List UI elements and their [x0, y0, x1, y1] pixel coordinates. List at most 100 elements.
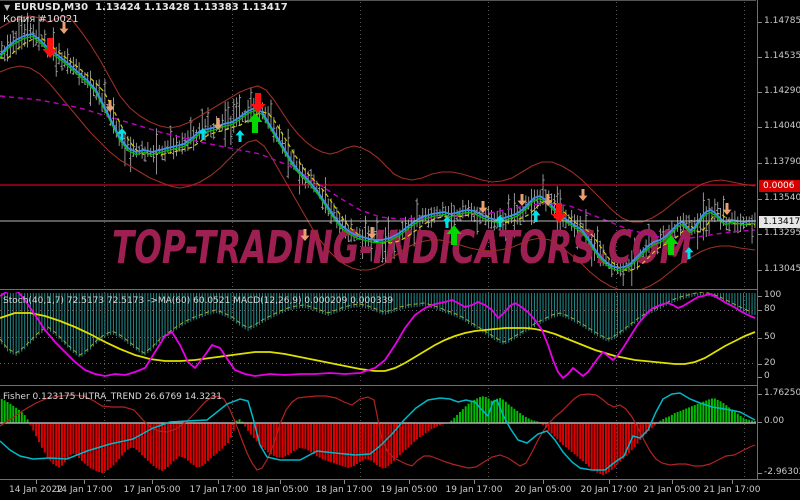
- time-tick: [474, 480, 475, 484]
- axis-price-label: 1.14040: [764, 121, 800, 131]
- macd-signal-dashed-line: [0, 292, 753, 356]
- axis-price-label: 100: [764, 290, 782, 300]
- time-axis-label: 18 Jan 05:00: [251, 485, 309, 495]
- sell-signal-arrow-icon: [517, 194, 527, 206]
- time-axis-label: 14 Jan 17:00: [55, 485, 113, 495]
- time-tick: [732, 480, 733, 484]
- stoch-main-magenta-line: [0, 292, 756, 380]
- time-tick: [609, 480, 610, 484]
- bollinger-lower-line: [0, 65, 756, 289]
- sell-signal-arrow-icon: [578, 189, 588, 201]
- sell-signal-arrow-icon: [478, 201, 488, 213]
- ohlc-quote-label: 1.13424 1.13428 1.13383 1.13417: [95, 2, 288, 13]
- axis-price-label: 0: [764, 371, 770, 381]
- time-axis-label: 21 Jan 17:00: [703, 485, 761, 495]
- time-tick: [280, 480, 281, 484]
- time-axis-label: 17 Jan 05:00: [123, 485, 181, 495]
- axis-price-label: 80: [764, 304, 776, 314]
- fisher-ultratrend-panel[interactable]: Fisher 0.123175 ULTRA_TREND 26.6769 14.3…: [0, 388, 756, 477]
- panel-separator-1[interactable]: [0, 289, 757, 290]
- axis-tick: [758, 394, 762, 395]
- symbol-timeframe-label: EURUSD,M30: [14, 2, 89, 13]
- time-axis-label: 19 Jan 05:00: [380, 485, 438, 495]
- stoch-macd-panel[interactable]: Stoch(40,1,7) 72.5173 72.5173 ->MA(60) 6…: [0, 290, 756, 384]
- buy-signal-arrow-icon: [684, 247, 694, 259]
- time-axis-label: 19 Jan 17:00: [445, 485, 503, 495]
- buy-signal-arrow-icon: [495, 215, 505, 227]
- buy-signal-arrow-icon: [442, 216, 452, 228]
- axis-tick: [758, 270, 762, 271]
- axis-tick: [758, 57, 762, 58]
- big-sell-arrow-icon: [250, 93, 266, 113]
- ultra-trend-red-line: [0, 393, 756, 471]
- time-axis-label: 20 Jan 05:00: [514, 485, 572, 495]
- time-tick: [218, 480, 219, 484]
- bollinger-upper-line: [0, 15, 756, 223]
- axis-tick: [758, 338, 762, 339]
- watermark-text: TOP-TRADING-INDICATORS.COM: [112, 221, 692, 274]
- current-price-badge: 1.13417: [759, 216, 800, 228]
- sell-signal-arrow-icon: [367, 227, 377, 239]
- symbol-dropdown-icon[interactable]: ▼: [4, 3, 11, 12]
- buy-signal-arrow-icon: [531, 210, 541, 222]
- time-tick: [152, 480, 153, 484]
- macd-histogram: [1, 293, 756, 358]
- panel-separator-2[interactable]: [0, 385, 757, 386]
- time-axis-label: 20 Jan 17:00: [580, 485, 638, 495]
- big-sell-arrow-icon: [551, 203, 567, 223]
- sell-signal-arrow-icon: [105, 100, 115, 112]
- sell-signal-arrow-icon: [543, 194, 553, 206]
- stoch-ma-yellow-line: [0, 312, 756, 372]
- sell-signal-arrow-icon: [722, 203, 732, 215]
- axis-price-label: 1.13790: [764, 157, 800, 167]
- alert-level-badge: 0.0006: [759, 180, 800, 192]
- time-axis[interactable]: 14 Jan 2022 14 Jan 17:00 17 Jan 05:00 17 Ja…: [0, 479, 800, 500]
- big-buy-arrow-icon: [247, 113, 263, 133]
- axis-tick: [758, 296, 762, 297]
- axis-tick: [758, 199, 762, 200]
- stoch-panel-label: Stoch(40,1,7) 72.5173 72.5173 ->MA(60) 6…: [3, 296, 393, 306]
- axis-price-label: 1.14290: [764, 86, 800, 96]
- axis-price-label: 1.14535: [764, 51, 800, 61]
- axis-price-label: 1.13295: [764, 228, 800, 238]
- time-axis-label: 21 Jan 05:00: [643, 485, 701, 495]
- axis-price-label: -2.963026: [764, 467, 800, 477]
- axis-price-label: 50: [764, 332, 776, 342]
- order-copy-label: Копия #10021: [3, 14, 79, 25]
- big-sell-arrow-icon: [42, 38, 58, 58]
- time-tick: [543, 480, 544, 484]
- axis-tick: [758, 127, 762, 128]
- chart-title: ▼ EURUSD,M30 1.13424 1.13428 1.13383 1.13…: [4, 2, 288, 13]
- axis-price-label: 20: [764, 358, 776, 368]
- buy-signal-arrow-icon: [198, 128, 208, 140]
- slow-ma-line: [0, 95, 756, 239]
- axis-tick: [758, 234, 762, 235]
- sell-signal-arrow-icon: [59, 22, 69, 34]
- main-chart-layer[interactable]: TOP-TRADING-INDICATORS.COM: [0, 2, 757, 292]
- time-axis-label: 17 Jan 17:00: [189, 485, 247, 495]
- big-buy-arrow-icon: [663, 235, 679, 255]
- axis-price-label: 0.00: [764, 416, 785, 426]
- buy-signal-arrow-icon: [235, 130, 245, 142]
- main-ma-blue-line: [0, 33, 755, 269]
- axis-tick: [758, 473, 762, 474]
- axis-price-label: 1.13540: [764, 193, 800, 203]
- time-tick: [36, 480, 37, 484]
- time-axis-label: 18 Jan 17:00: [315, 485, 373, 495]
- signal-ma-green-line: [0, 35, 755, 272]
- price-axis[interactable]: 0.0006 1.13417 1.14785 1.14535 1.14290 1.14…: [757, 0, 800, 479]
- sell-signal-arrow-icon: [300, 229, 310, 241]
- time-tick: [344, 480, 345, 484]
- axis-tick: [758, 163, 762, 164]
- axis-tick: [758, 377, 762, 378]
- axis-price-label: 1.762502: [764, 388, 800, 398]
- fisher-panel-label: Fisher 0.123175 ULTRA_TREND 26.6769 14.3…: [3, 392, 222, 402]
- sell-signal-arrow-icon: [213, 118, 223, 130]
- chart-canvas[interactable]: TOP-TRADING-INDICATORS.COM Stoch(40,1,7) …: [0, 0, 757, 479]
- axis-tick: [758, 364, 762, 365]
- buy-signal-arrow-icon: [117, 128, 127, 140]
- axis-tick: [758, 310, 762, 311]
- time-axis-label: 14 Jan 2022: [9, 485, 63, 495]
- time-tick: [409, 480, 410, 484]
